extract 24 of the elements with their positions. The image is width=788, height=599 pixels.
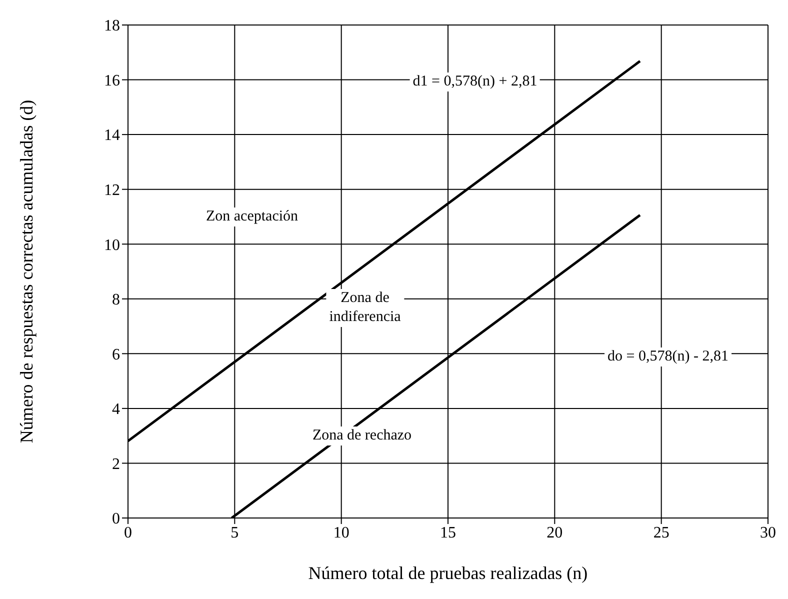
annotation: Zon aceptación [206,208,298,226]
x-tick-label: 30 [760,524,776,542]
annotation: Zona de indiferencia [329,289,401,327]
x-tick-label: 20 [546,524,563,542]
x-tick-label: 5 [230,524,239,542]
y-tick-label: 10 [104,236,120,254]
y-tick-label: 6 [112,346,120,364]
y-tick-label: 4 [112,401,120,418]
annotation: do = 0,578(n) - 2,81 [608,348,728,366]
y-axis-title: Número de respuestas correctas acumuladas (d) [16,100,36,444]
x-tick-label: 25 [653,524,670,542]
x-tick-label: 10 [333,524,350,542]
x-tick-label: 0 [124,524,132,542]
y-tick-label: 16 [104,72,120,90]
x-tick-label: 15 [440,524,456,542]
x-axis-title: Número total de pruebas realizadas (n) [308,562,588,583]
y-tick-label: 8 [112,292,120,309]
y-tick-label: 12 [104,182,120,200]
annotation: Zona de rechazo [312,426,412,446]
y-tick-label: 0 [112,510,120,528]
annotation: d1 = 0,578(n) + 2,81 [412,72,538,92]
y-tick-label: 18 [104,18,120,35]
y-tick-label: 14 [104,127,120,144]
y-tick-label: 2 [112,456,120,473]
